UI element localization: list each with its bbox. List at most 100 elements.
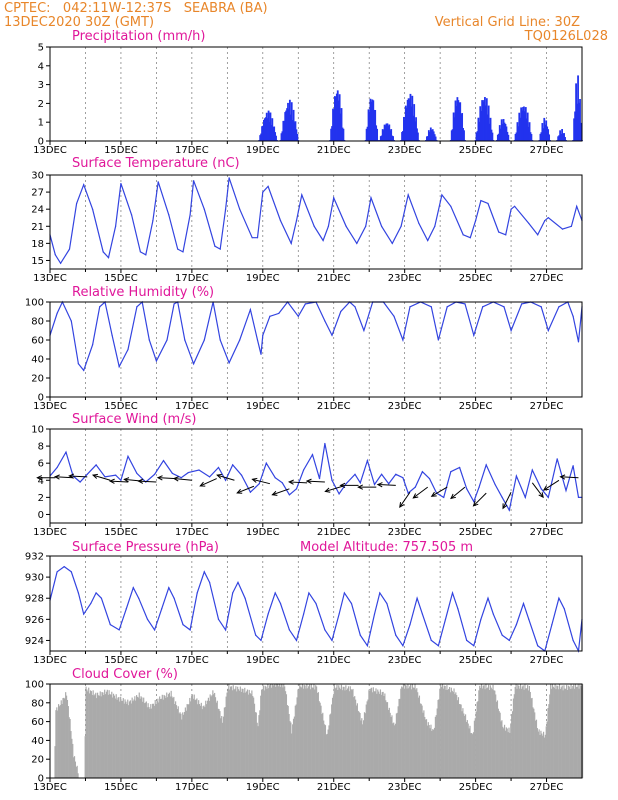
temperature-data-point [475, 219, 477, 222]
cloud-bar [517, 684, 519, 778]
precip-bar [371, 99, 374, 141]
precip-x-tick-label: 15DEC [104, 145, 138, 156]
cloud-bar [290, 722, 292, 778]
cloud-bar [509, 732, 511, 778]
cloud-bar [533, 708, 535, 778]
cloud-bar [291, 733, 293, 778]
temperature-data-point [462, 234, 464, 236]
wind-data-point [115, 474, 117, 476]
cloud-bar [117, 697, 119, 778]
wind-data-point [428, 477, 431, 480]
cloud-bar [378, 693, 381, 778]
humidity-x-tick-label: 25DEC [459, 401, 493, 412]
wind-data-point [154, 473, 156, 475]
pressure-data-point [324, 629, 326, 631]
cloud-bar [472, 734, 474, 778]
wind-arrow [91, 473, 111, 481]
cloud-bar [114, 698, 116, 778]
temperature-data-point [290, 242, 292, 244]
pressure-data-point [154, 629, 156, 631]
cloud-bar [272, 685, 274, 778]
cloud-bar [574, 684, 577, 778]
precip-bar [337, 100, 340, 141]
cloud-bar [487, 687, 489, 778]
temperature-data-point [370, 197, 372, 199]
wind-data-point [65, 451, 67, 453]
pressure-data-point [302, 613, 305, 615]
precip-bar [402, 130, 404, 141]
cloud-bar [127, 699, 129, 778]
cloud-bar [77, 773, 79, 778]
cloud-bar [239, 686, 241, 778]
wind-arrow [36, 475, 56, 481]
precip-bar [330, 128, 333, 141]
temperature-data-point [561, 228, 564, 230]
cloud-bar [352, 688, 354, 778]
precip-bar [274, 132, 277, 141]
precip-bar [580, 122, 582, 141]
cloud-bar [116, 699, 118, 778]
cloud-bar [199, 705, 202, 778]
wind-arrow-shaft [431, 486, 448, 497]
humidity-data-point [503, 306, 505, 308]
temperature-data-point [498, 231, 500, 233]
cloud-bar [379, 689, 382, 778]
temperature-data-point [219, 248, 221, 250]
temperature-data-point [407, 194, 409, 196]
cloud-bar [362, 720, 365, 778]
cloud-bar [411, 684, 413, 778]
cloud-bar [150, 704, 152, 778]
wind-arrow-shaft [272, 488, 290, 496]
cloud-bar [169, 696, 171, 778]
cloud-bar [452, 692, 454, 778]
wind-data-point [508, 509, 510, 511]
pressure-data-point [366, 645, 369, 647]
temperature-data-point [345, 225, 347, 227]
cloud-bar [228, 684, 230, 778]
pressure-data-point [551, 624, 553, 626]
precip-bar [480, 110, 483, 141]
cloud-bar [531, 697, 533, 778]
humidity-data-point [256, 339, 259, 341]
cloud-bar [373, 691, 375, 778]
cloud-bar [212, 690, 214, 778]
cloud-bar [511, 711, 514, 778]
cloud-bar [342, 686, 344, 778]
precip-bar [404, 105, 407, 141]
cloud-bar [365, 704, 367, 778]
cloud-bar [250, 694, 252, 778]
precip-bar [544, 124, 547, 141]
cloud-y-tick-label: 20 [31, 755, 44, 766]
cloud-bar [354, 696, 356, 778]
humidity-data-point [393, 315, 395, 317]
humidity-data-point [402, 339, 404, 341]
cloud-bar [425, 719, 427, 778]
wind-arrow-head [123, 477, 130, 483]
cloud-bar [190, 701, 192, 778]
humidity-data-point [184, 339, 186, 341]
temperature-data-point [68, 248, 71, 250]
pressure-y-tick-label: 928 [25, 594, 44, 605]
cloud-bar [181, 719, 183, 778]
wind-data-point [180, 477, 182, 479]
cloud-bar [399, 698, 401, 778]
cloud-bar [258, 715, 260, 778]
cloud-bar [480, 687, 482, 778]
humidity-x-tick-label: 17DEC [175, 401, 209, 412]
cloud-bar [539, 734, 541, 778]
humidity-data-point [83, 369, 85, 371]
cloud-bar [346, 689, 348, 778]
cloud-bar [332, 695, 335, 778]
cloud-bar [339, 689, 342, 778]
precip-bar [387, 125, 390, 141]
precip-bar [484, 105, 487, 141]
humidity-data-point [430, 306, 432, 308]
cloud-bar [66, 699, 69, 778]
temperature-data-point [570, 225, 572, 227]
cloud-bar [566, 689, 569, 778]
cloud-bar [203, 705, 205, 778]
wind-arrow-head [472, 500, 479, 507]
pressure-data-point [466, 639, 468, 642]
precip-frame [49, 46, 583, 142]
precip-bar [458, 102, 461, 141]
